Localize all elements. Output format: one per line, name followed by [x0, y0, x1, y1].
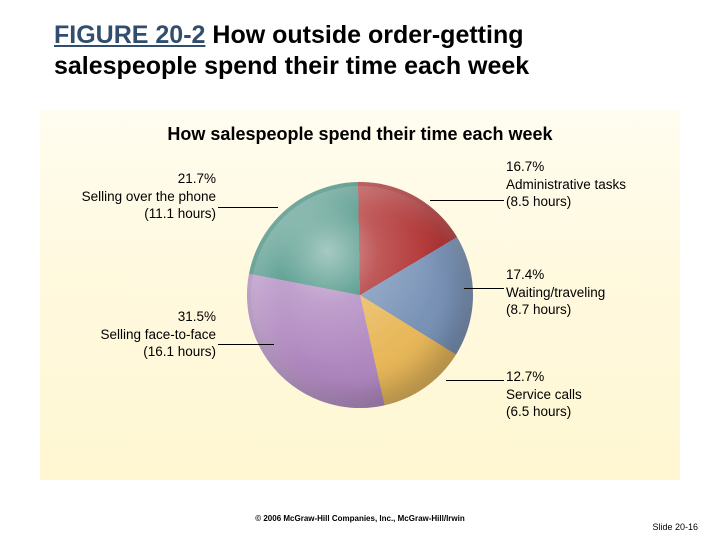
label-wait-pct: 17.4% [506, 267, 544, 282]
label-face: 31.5% Selling face-to-face (16.1 hours) [46, 308, 216, 361]
leader-line [218, 344, 274, 345]
label-phone-hours: (11.1 hours) [144, 206, 216, 221]
leader-line [446, 380, 504, 381]
chart-panel: How salespeople spend their time each we… [40, 110, 680, 480]
leader-line [464, 288, 504, 289]
slide-heading: FIGURE 20-2 How outside order-getting sa… [54, 20, 664, 81]
label-admin-hours: (8.5 hours) [506, 194, 571, 209]
label-face-hours: (16.1 hours) [143, 344, 216, 359]
label-face-pct: 31.5% [178, 309, 216, 324]
slide: FIGURE 20-2 How outside order-getting sa… [0, 0, 720, 540]
figure-label: FIGURE 20-2 [54, 21, 205, 49]
label-admin-text: Administrative tasks [506, 177, 626, 192]
label-wait: 17.4% Waiting/traveling (8.7 hours) [506, 266, 674, 319]
leader-line [430, 200, 504, 201]
label-admin: 16.7% Administrative tasks (8.5 hours) [506, 158, 674, 211]
label-svc-text: Service calls [506, 387, 582, 402]
leader-line [218, 207, 278, 208]
label-phone-text: Selling over the phone [82, 189, 216, 204]
label-svc-pct: 12.7% [506, 369, 544, 384]
label-phone-pct: 21.7% [178, 171, 216, 186]
slide-number: Slide 20-16 [652, 522, 698, 532]
label-admin-pct: 16.7% [506, 159, 544, 174]
pie [245, 180, 475, 410]
label-wait-text: Waiting/traveling [506, 285, 605, 300]
label-svc: 12.7% Service calls (6.5 hours) [506, 368, 674, 421]
label-svc-hours: (6.5 hours) [506, 404, 571, 419]
pie-chart [247, 182, 473, 408]
label-face-text: Selling face-to-face [100, 327, 216, 342]
footer: © 2006 McGraw-Hill Companies, Inc., McGr… [0, 514, 720, 532]
label-phone: 21.7% Selling over the phone (11.1 hours… [46, 170, 216, 223]
label-wait-hours: (8.7 hours) [506, 302, 571, 317]
copyright-text: © 2006 McGraw-Hill Companies, Inc., McGr… [0, 514, 720, 523]
chart-title: How salespeople spend their time each we… [40, 124, 680, 145]
